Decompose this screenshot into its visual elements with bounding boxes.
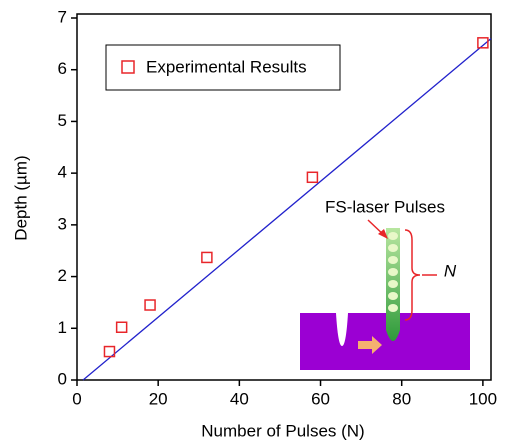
substrate	[300, 313, 470, 370]
x-tick-label: 80	[392, 389, 411, 408]
y-tick-label: 2	[58, 266, 67, 285]
legend-label: Experimental Results	[146, 57, 307, 76]
annotation: N	[444, 261, 457, 280]
y-tick-label: 7	[58, 7, 67, 26]
marker	[477, 37, 489, 49]
x-tick-label: 40	[230, 389, 249, 408]
x-tick-label: 100	[469, 389, 497, 408]
plot-frame	[76, 13, 492, 381]
y-tick-label: 0	[58, 369, 67, 388]
y-tick-label: 3	[58, 214, 67, 233]
pulses	[388, 232, 398, 312]
marker	[201, 251, 213, 264]
pointer-head	[378, 229, 388, 239]
marker	[103, 345, 116, 358]
hole	[336, 313, 348, 346]
y-tick-label: 5	[58, 111, 67, 130]
y-tick-label: 6	[58, 59, 67, 78]
x-tick-label: 60	[311, 389, 330, 408]
x-tick-label: 20	[149, 389, 168, 408]
inset-diagram: FS-laser Pulses N	[300, 197, 470, 370]
marker	[144, 299, 156, 311]
y-axis-label: Depth (µm)	[11, 155, 30, 240]
y-tick-label: 4	[58, 163, 67, 182]
legend-marker	[121, 60, 135, 74]
fit-line	[82, 38, 492, 381]
brace	[404, 229, 421, 321]
x-tick-label: 0	[72, 389, 81, 408]
scan-arrow	[358, 336, 382, 354]
marker	[115, 321, 128, 334]
y-tick-label: 1	[58, 318, 67, 337]
marker	[306, 171, 319, 184]
annotation: FS-laser Pulses	[325, 197, 445, 216]
x-axis-label: Number of Pulses (N)	[201, 421, 364, 440]
legend	[105, 44, 341, 91]
